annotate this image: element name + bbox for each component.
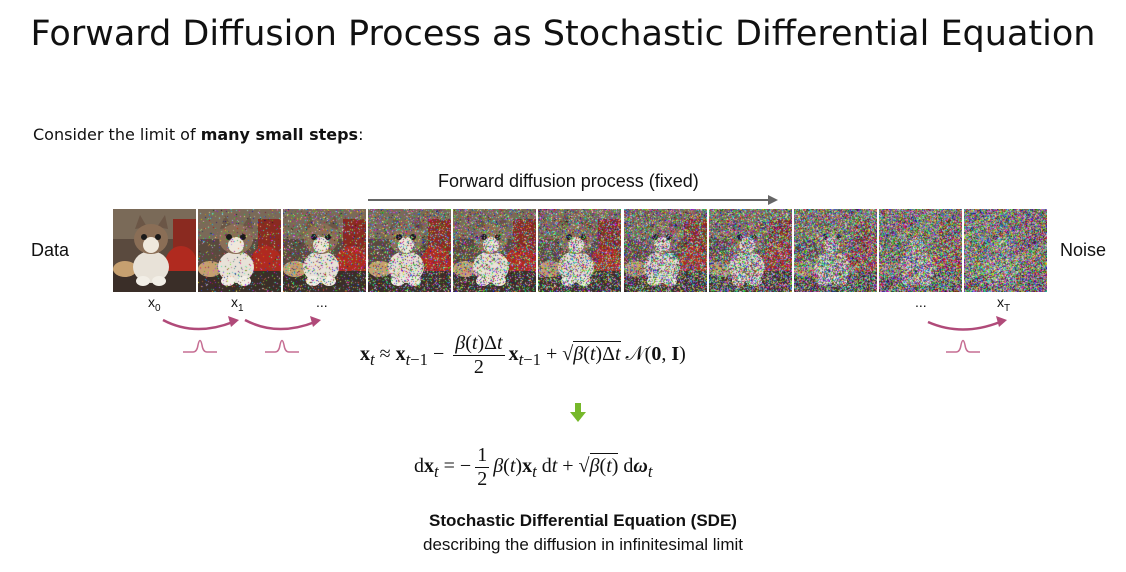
diffusion-frame	[198, 209, 282, 292]
label-dots-left: ...	[316, 294, 328, 310]
diffusion-frame	[453, 209, 537, 292]
sde-equation: dxt = −1 2 β(t)xt dt + √β(t) dωt	[414, 444, 653, 490]
noise-overlay	[453, 209, 537, 292]
noise-label: Noise	[1060, 240, 1107, 260]
curved-arrowhead-icon	[996, 316, 1007, 327]
label-xT: xT	[997, 294, 1011, 314]
intro-suffix: :	[358, 125, 364, 144]
sde-description: describing the diffusion in infinitesima…	[422, 535, 743, 554]
process-arrow	[368, 195, 778, 205]
noise-overlay	[198, 209, 282, 292]
noise-overlay	[708, 209, 792, 292]
diffusion-frame	[538, 209, 622, 292]
gaussian-icon	[265, 339, 299, 353]
noise-overlay	[793, 209, 877, 292]
diffusion-frame	[623, 209, 707, 292]
noise-overlay	[623, 209, 707, 292]
discrete-update-equation: xt ≈ xt−1 − β(t)Δt 2 xt−1 + √β(t)Δt 𝒩(0, I…	[360, 332, 686, 378]
noise-overlay	[963, 209, 1047, 292]
diffusion-frame	[963, 209, 1047, 292]
diffusion-frame	[708, 209, 792, 292]
noise-overlay	[113, 209, 196, 292]
step-arrow-right	[927, 316, 1007, 353]
curved-arrowhead-icon	[310, 316, 321, 327]
noise-overlay	[538, 209, 622, 292]
label-dots-right: ...	[915, 294, 927, 310]
label-x1: x1	[231, 294, 244, 314]
label-x0: x0	[148, 294, 161, 314]
sde-title: Stochastic Differential Equation (SDE)	[429, 511, 737, 530]
gaussian-icon	[183, 339, 217, 353]
diffusion-frame	[283, 209, 367, 292]
page-title: Forward Diffusion Process as Stochastic …	[30, 14, 1096, 54]
data-label: Data	[31, 240, 70, 260]
step-arrows-left	[162, 316, 321, 353]
noise-overlay	[878, 209, 962, 292]
noise-overlay	[368, 209, 452, 292]
diffusion-frame	[368, 209, 452, 292]
diffusion-frame	[878, 209, 962, 292]
noise-overlay	[283, 209, 367, 292]
intro-text: Consider the limit of many small steps:	[33, 125, 363, 144]
intro-bold: many small steps	[200, 125, 359, 144]
diffusion-frame	[793, 209, 877, 292]
diffusion-frame	[113, 209, 196, 292]
process-arrowhead-icon	[768, 195, 778, 205]
image-strip	[113, 209, 1049, 292]
intro-prefix: Consider the limit of	[33, 125, 201, 144]
process-label: Forward diffusion process (fixed)	[438, 171, 699, 191]
down-arrow-icon	[570, 403, 586, 422]
curved-arrowhead-icon	[228, 316, 239, 327]
gaussian-icon	[946, 339, 980, 353]
